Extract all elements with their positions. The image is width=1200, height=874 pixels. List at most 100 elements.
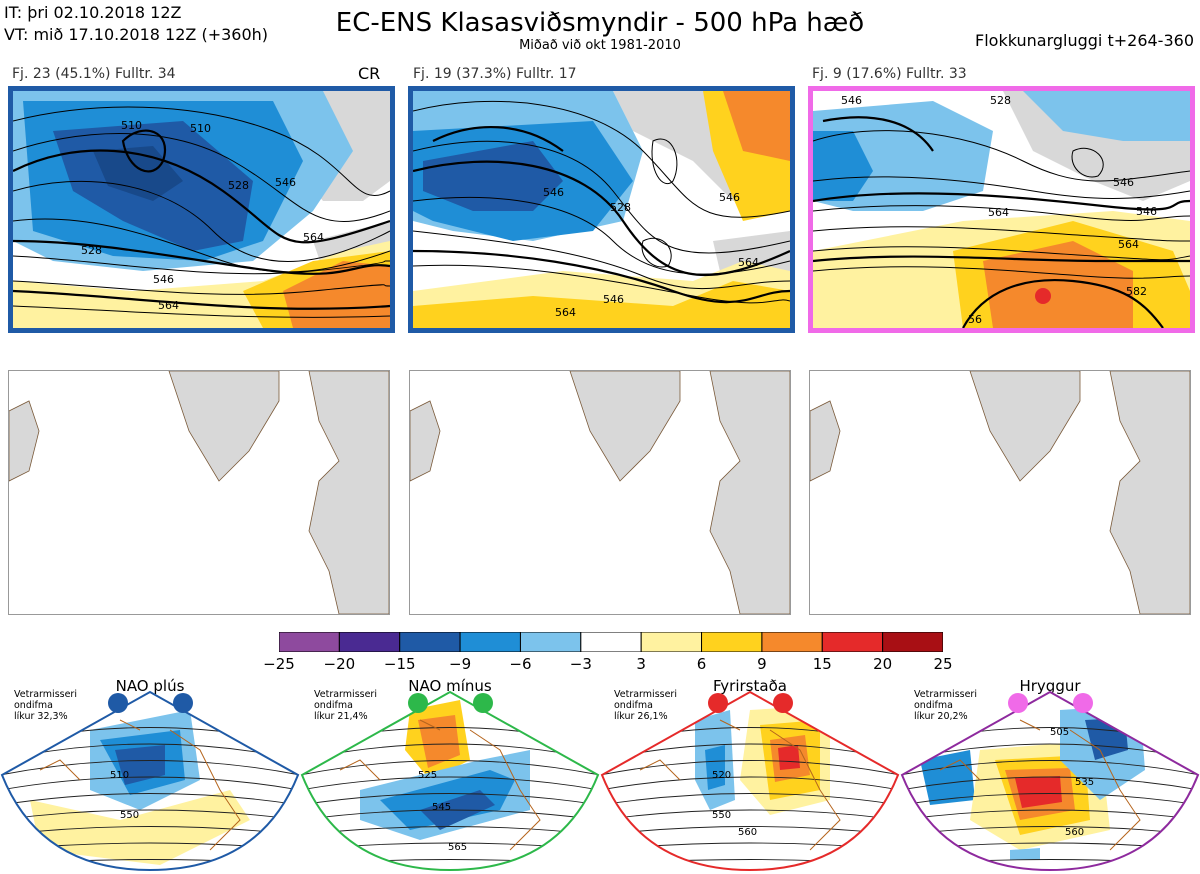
coastline <box>939 719 1141 851</box>
regime-title: Hryggur <box>1019 677 1081 695</box>
cluster-2-map: 546 528 546 564 546 564 <box>408 86 795 333</box>
colorbar-tick-label: 3 <box>636 655 646 673</box>
height-contour <box>902 809 1198 821</box>
colorbar-tick-label: −15 <box>383 655 416 673</box>
cluster-3-map: 546 528 546 564 546 564 582 56 <box>808 86 1195 333</box>
cluster-1-contour-label: 564 <box>303 231 324 244</box>
cluster-1-contour-label: 564 <box>158 299 179 312</box>
regime-map: 520 550 560 <box>600 690 900 874</box>
regime-contour-label: 550 <box>120 810 139 821</box>
page-subtitle: Miðað við okt 1981-2010 <box>519 38 681 53</box>
cluster-2-label: Fj. 19 (37.3%) Fulltr. 17 <box>413 66 577 82</box>
regime-note-line: líkur 20,2% <box>914 711 968 722</box>
cluster-2-contour-label: 564 <box>555 306 576 319</box>
cluster-2-contour-label: 528 <box>610 201 631 214</box>
cluster-2-contour-label: 546 <box>719 191 740 204</box>
cluster-1-contour-label: 510 <box>190 122 211 135</box>
regime-title: NAO mínus <box>408 677 492 695</box>
base-map-3 <box>809 370 1191 615</box>
regime-marker-dot <box>408 693 428 713</box>
header-info: IT: þri 02.10.2018 12Z VT: mið 17.10.201… <box>4 2 268 46</box>
cluster-3-contour-label: 546 <box>1113 176 1134 189</box>
coastline <box>639 719 841 851</box>
colorbar-tick-label: −6 <box>509 655 532 673</box>
cluster-1-map: 510 510 528 546 564 528 546 564 582 <box>8 86 395 333</box>
cluster-3-contour-label: 546 <box>1136 205 1157 218</box>
regime-marker-dot <box>108 693 128 713</box>
colorbar <box>278 631 944 656</box>
colorbar-tick-label: 6 <box>696 655 707 673</box>
regime-contour-label: 565 <box>448 842 467 853</box>
cluster-3-contour-label: 56 <box>968 313 982 326</box>
regime-contour-label: 550 <box>712 810 731 821</box>
regime-note: Vetrarmisseri ondifma líkur 21,4% <box>314 689 377 722</box>
cluster-2-contour-label: 546 <box>603 293 624 306</box>
regime-contour-label: 520 <box>712 770 731 781</box>
regime-map: 505 535 560 <box>900 690 1200 874</box>
height-contour <box>902 760 1198 776</box>
height-contour <box>2 760 298 776</box>
cluster-3-contour-label: 546 <box>841 94 862 107</box>
coastline <box>39 719 241 851</box>
regime-title: NAO plús <box>115 677 185 695</box>
colorbar-swatch <box>882 631 944 653</box>
colorbar-swatch <box>399 631 461 653</box>
regime-note-line: Vetrarmisseri <box>614 689 677 700</box>
cluster-1-contour-label: 528 <box>228 179 249 192</box>
regime-contour-label: 525 <box>418 770 437 781</box>
regime-note-line: líkur 26,1% <box>614 711 668 722</box>
anomaly-area <box>380 770 515 830</box>
height-contour <box>602 793 898 806</box>
anomaly-area <box>1015 776 1062 808</box>
cluster-1-contour-label: 510 <box>121 119 142 132</box>
regime-map: 510 550 <box>0 690 300 874</box>
regime-contour-label: 535 <box>1075 777 1094 788</box>
cluster-1-tag: CR <box>358 64 381 83</box>
colorbar-swatch <box>580 631 642 653</box>
base-map-2 <box>409 370 791 615</box>
cluster-3-contour-label: 564 <box>1118 238 1139 251</box>
anomaly-area <box>1010 848 1040 860</box>
cluster-3-contour-label: 582 <box>1126 285 1147 298</box>
anomaly-area <box>115 745 165 785</box>
regime-note-line: líkur 32,3% <box>14 711 68 722</box>
cluster-2-contour-label: 546 <box>543 186 564 199</box>
regime-title: Fyrirstaða <box>713 677 787 695</box>
base-map-1 <box>8 370 390 615</box>
anomaly-area <box>705 745 725 790</box>
regime-note-line: ondifma <box>914 700 953 711</box>
regime-marker-dot <box>773 693 793 713</box>
colorbar-swatch <box>278 631 340 653</box>
regime-marker-dot <box>473 693 493 713</box>
regime-note-line: Vetrarmisseri <box>314 689 377 700</box>
coastline <box>339 719 541 851</box>
colorbar-tick-label: 20 <box>873 655 893 673</box>
anomaly-area <box>30 790 250 865</box>
height-contour <box>602 809 898 821</box>
initial-time: IT: þri 02.10.2018 12Z <box>4 3 182 22</box>
regime-note: Vetrarmisseri ondifma líkur 32,3% <box>14 689 77 722</box>
regime-note: Vetrarmisseri ondifma líkur 20,2% <box>914 689 977 722</box>
anomaly-area <box>778 745 800 770</box>
regime-marker-dot <box>1073 693 1093 713</box>
regime-contour-label: 560 <box>738 827 757 838</box>
classification-window: Flokkunargluggi t+264-360 <box>975 31 1194 50</box>
height-contour <box>2 793 298 806</box>
colorbar-tick-label: −25 <box>263 655 295 673</box>
height-contour <box>602 760 898 776</box>
height-contour <box>2 776 298 791</box>
regime-contour-label: 510 <box>110 770 129 781</box>
height-contour <box>902 793 1198 806</box>
regime-note-line: ondifma <box>14 700 53 711</box>
regime-map: 525 545 565 <box>300 690 600 874</box>
height-contour <box>302 809 598 821</box>
regime-note-line: Vetrarmisseri <box>914 689 977 700</box>
cluster-2-contour-label: 564 <box>738 256 759 269</box>
colorbar-tick-label: −3 <box>569 655 592 673</box>
regime-note-line: ondifma <box>314 700 353 711</box>
height-contour <box>302 793 598 806</box>
regime-marker-dot <box>1008 693 1028 713</box>
cluster-3-contour-label: 564 <box>988 206 1009 219</box>
colorbar-tick-label: 25 <box>933 655 953 673</box>
colorbar-swatch <box>640 631 703 653</box>
